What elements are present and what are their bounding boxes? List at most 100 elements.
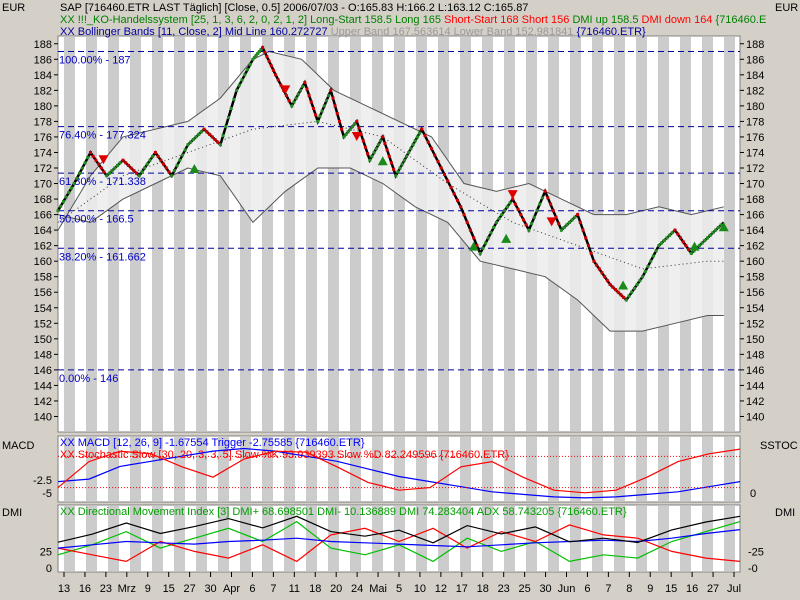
renko-brick	[116, 163, 119, 167]
renko-brick	[670, 231, 674, 235]
week-stripe	[218, 506, 229, 571]
renko-brick	[508, 201, 512, 205]
renko-brick	[64, 195, 68, 199]
renko-brick	[581, 228, 585, 232]
renko-brick	[309, 100, 313, 104]
x-tick-label: 8	[626, 583, 632, 595]
renko-brick	[586, 244, 590, 248]
renko-brick	[301, 85, 305, 88]
week-stripe	[460, 506, 471, 571]
header-line-2-d: DMI down 164	[641, 14, 716, 26]
renko-brick	[379, 139, 383, 143]
renko-brick	[254, 53, 258, 57]
week-stripe	[108, 37, 119, 431]
macd-tick-label: -5	[42, 488, 52, 500]
week-stripe	[724, 37, 735, 431]
renko-brick	[216, 140, 220, 144]
renko-brick	[630, 290, 634, 294]
y-tick-label-right: 152	[746, 318, 764, 330]
renko-brick	[265, 55, 269, 59]
header-line-2-c: DMI up 158.5	[572, 14, 642, 26]
renko-brick	[314, 113, 318, 117]
renko-brick	[316, 119, 320, 123]
renko-brick	[643, 270, 647, 273]
renko-brick	[267, 59, 271, 63]
renko-brick	[257, 50, 261, 53]
x-tick-label: 24	[351, 583, 363, 595]
renko-brick	[519, 213, 523, 217]
renko-brick	[562, 226, 566, 229]
short-signal-marker	[351, 131, 362, 141]
long-signal-marker	[618, 280, 629, 290]
header-line-3: XX Bollinger Bands [11, Close, 2] Mid Li…	[60, 26, 646, 38]
renko-brick	[392, 167, 396, 171]
macd-axis-label: MACD	[2, 440, 34, 452]
renko-brick	[381, 135, 385, 139]
renko-brick	[449, 185, 453, 189]
week-stripe	[460, 437, 471, 501]
week-stripe	[152, 437, 163, 501]
long-signal-marker	[189, 164, 200, 173]
renko-brick	[681, 240, 685, 244]
renko-brick	[368, 158, 372, 162]
week-stripe	[724, 506, 735, 571]
x-tick-label: Jul	[727, 583, 741, 595]
renko-brick	[143, 166, 147, 170]
week-stripe	[240, 437, 251, 501]
renko-brick	[194, 135, 198, 139]
renko-brick	[245, 68, 249, 72]
bollinger-upper-line	[57, 50, 724, 231]
renko-brick	[452, 192, 456, 196]
renko-brick	[251, 57, 255, 61]
renko-brick	[307, 94, 311, 97]
renko-brick	[227, 116, 230, 119]
renko-brick	[346, 130, 350, 134]
y-tick-label-left: 146	[34, 365, 52, 377]
x-tick-label: 18	[477, 583, 489, 595]
renko-brick	[374, 147, 378, 151]
renko-brick	[668, 233, 672, 237]
renko-brick	[389, 161, 393, 165]
renko-brick	[687, 248, 691, 251]
renko-brick	[530, 222, 534, 226]
renko-brick	[342, 135, 346, 139]
week-stripe	[394, 37, 405, 431]
week-stripe	[86, 37, 97, 431]
week-stripe	[548, 506, 559, 571]
renko-brick	[622, 295, 626, 299]
week-stripe	[548, 437, 559, 501]
header-line-1-text: SAP [716460.ETR LAST Täglich] [Close, 0.…	[60, 2, 529, 14]
renko-brick	[366, 152, 370, 156]
renko-brick	[292, 100, 296, 104]
renko-brick	[703, 239, 707, 242]
dmi-tick-label: 25	[40, 546, 52, 558]
renko-brick	[513, 202, 517, 206]
week-stripe	[306, 37, 317, 431]
week-stripe	[438, 437, 449, 501]
x-tick-label: 5	[396, 583, 402, 595]
week-stripe	[262, 437, 273, 501]
renko-brick	[436, 160, 440, 163]
week-stripe	[196, 437, 207, 501]
week-stripe	[64, 506, 75, 571]
x-tick-label: 27	[184, 583, 196, 595]
x-tick-label: 12	[435, 583, 447, 595]
renko-brick	[657, 244, 661, 248]
renko-brick	[67, 191, 71, 195]
renko-brick	[472, 236, 476, 240]
renko-brick	[148, 158, 152, 162]
x-tick-label: 6	[249, 583, 255, 595]
renko-brick	[335, 112, 339, 116]
y-tick-label-right: 178	[746, 116, 764, 128]
dmi-tick-label-right: -0	[748, 563, 758, 575]
renko-brick	[303, 81, 307, 85]
fib-level-label: 38.20% - 161.662	[59, 251, 146, 263]
week-stripe	[724, 437, 735, 501]
renko-brick	[554, 215, 558, 219]
week-stripe	[350, 506, 361, 571]
x-tick-label: 23	[100, 583, 112, 595]
header-line-2: XX !!!_KO-Handelssystem [25, 1, 3, 6, 2,…	[60, 14, 766, 26]
y-tick-label-right: 168	[746, 194, 764, 206]
week-stripe	[240, 506, 251, 571]
